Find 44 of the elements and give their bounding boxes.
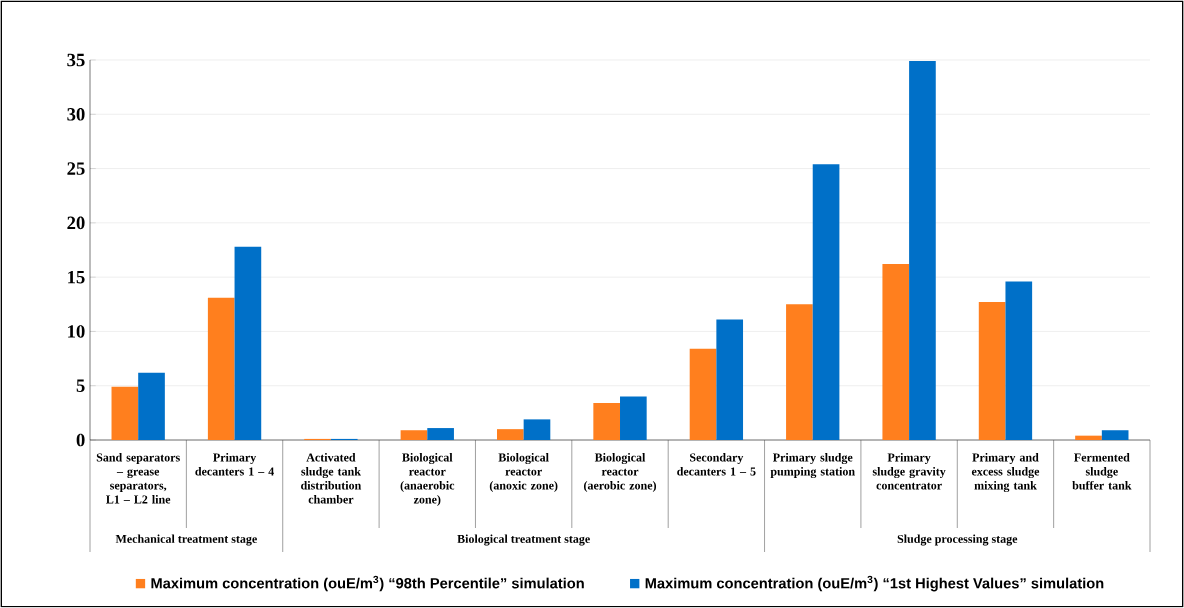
y-tick-label: 25 [67,162,85,175]
x-tick-label: Fermented sludge buffer tank [1072,453,1132,490]
bar [427,428,454,440]
x-tick-label: Biological reactor (anoxic zone) [489,453,558,492]
bar [882,264,910,440]
bar [620,396,647,440]
bar [689,348,717,440]
bar [1075,435,1102,440]
bar [593,403,621,440]
bar [909,61,936,440]
bar [234,246,262,440]
bar [716,319,744,440]
y-tick-label: 20 [67,216,85,230]
bar [1005,281,1033,440]
y-tick-label: 30 [67,107,85,121]
y-tick-label: 10 [68,325,85,338]
y-tick-label: 0 [76,433,85,447]
text: Mechanical treatment stage [115,534,257,546]
bar [1101,430,1129,440]
y-tick-label: 35 [67,53,85,67]
y-tick-label: 5 [76,379,85,392]
bar [786,304,813,440]
bar [400,430,428,440]
text: Sludge processing stage [897,534,1018,546]
y-tick-label: 15 [68,270,85,284]
bar [978,302,1006,440]
bar [496,429,524,440]
x-tick-label: Primary sludge gravity concentrator [872,453,946,490]
x-tick-label: Primary and excess sludge mixing tank [971,453,1040,493]
x-tick-label: Secondary decanters 1 – 5 [677,453,756,476]
text: Biological treatment stage [457,534,590,546]
bar [207,297,235,440]
bar [812,164,840,440]
legend-label: Maximum concentration (ouE/m$^{3}$) “98th Percentile” simulation [151,575,584,592]
bar [138,372,165,440]
bar [111,386,139,440]
x-tick-label: Biological reactor (aerobic zone) [583,453,657,492]
x-tick-label: Biological reactor (anaerobic zone) [400,453,455,506]
bar [523,419,551,440]
legend-label: Maximum concentration (ouE/m$^{3}$) “1st Highest Values” simulation [645,575,1104,592]
x-tick-label: Primary decanters 1 – 4 [195,453,274,476]
x-tick-label: Activated sludge tank distribution chamber [301,453,362,504]
x-tick-label: Sand separators – grease separators, L1 – L2 line [96,453,180,504]
x-tick-label: Primary sludge pumping station [770,453,855,479]
